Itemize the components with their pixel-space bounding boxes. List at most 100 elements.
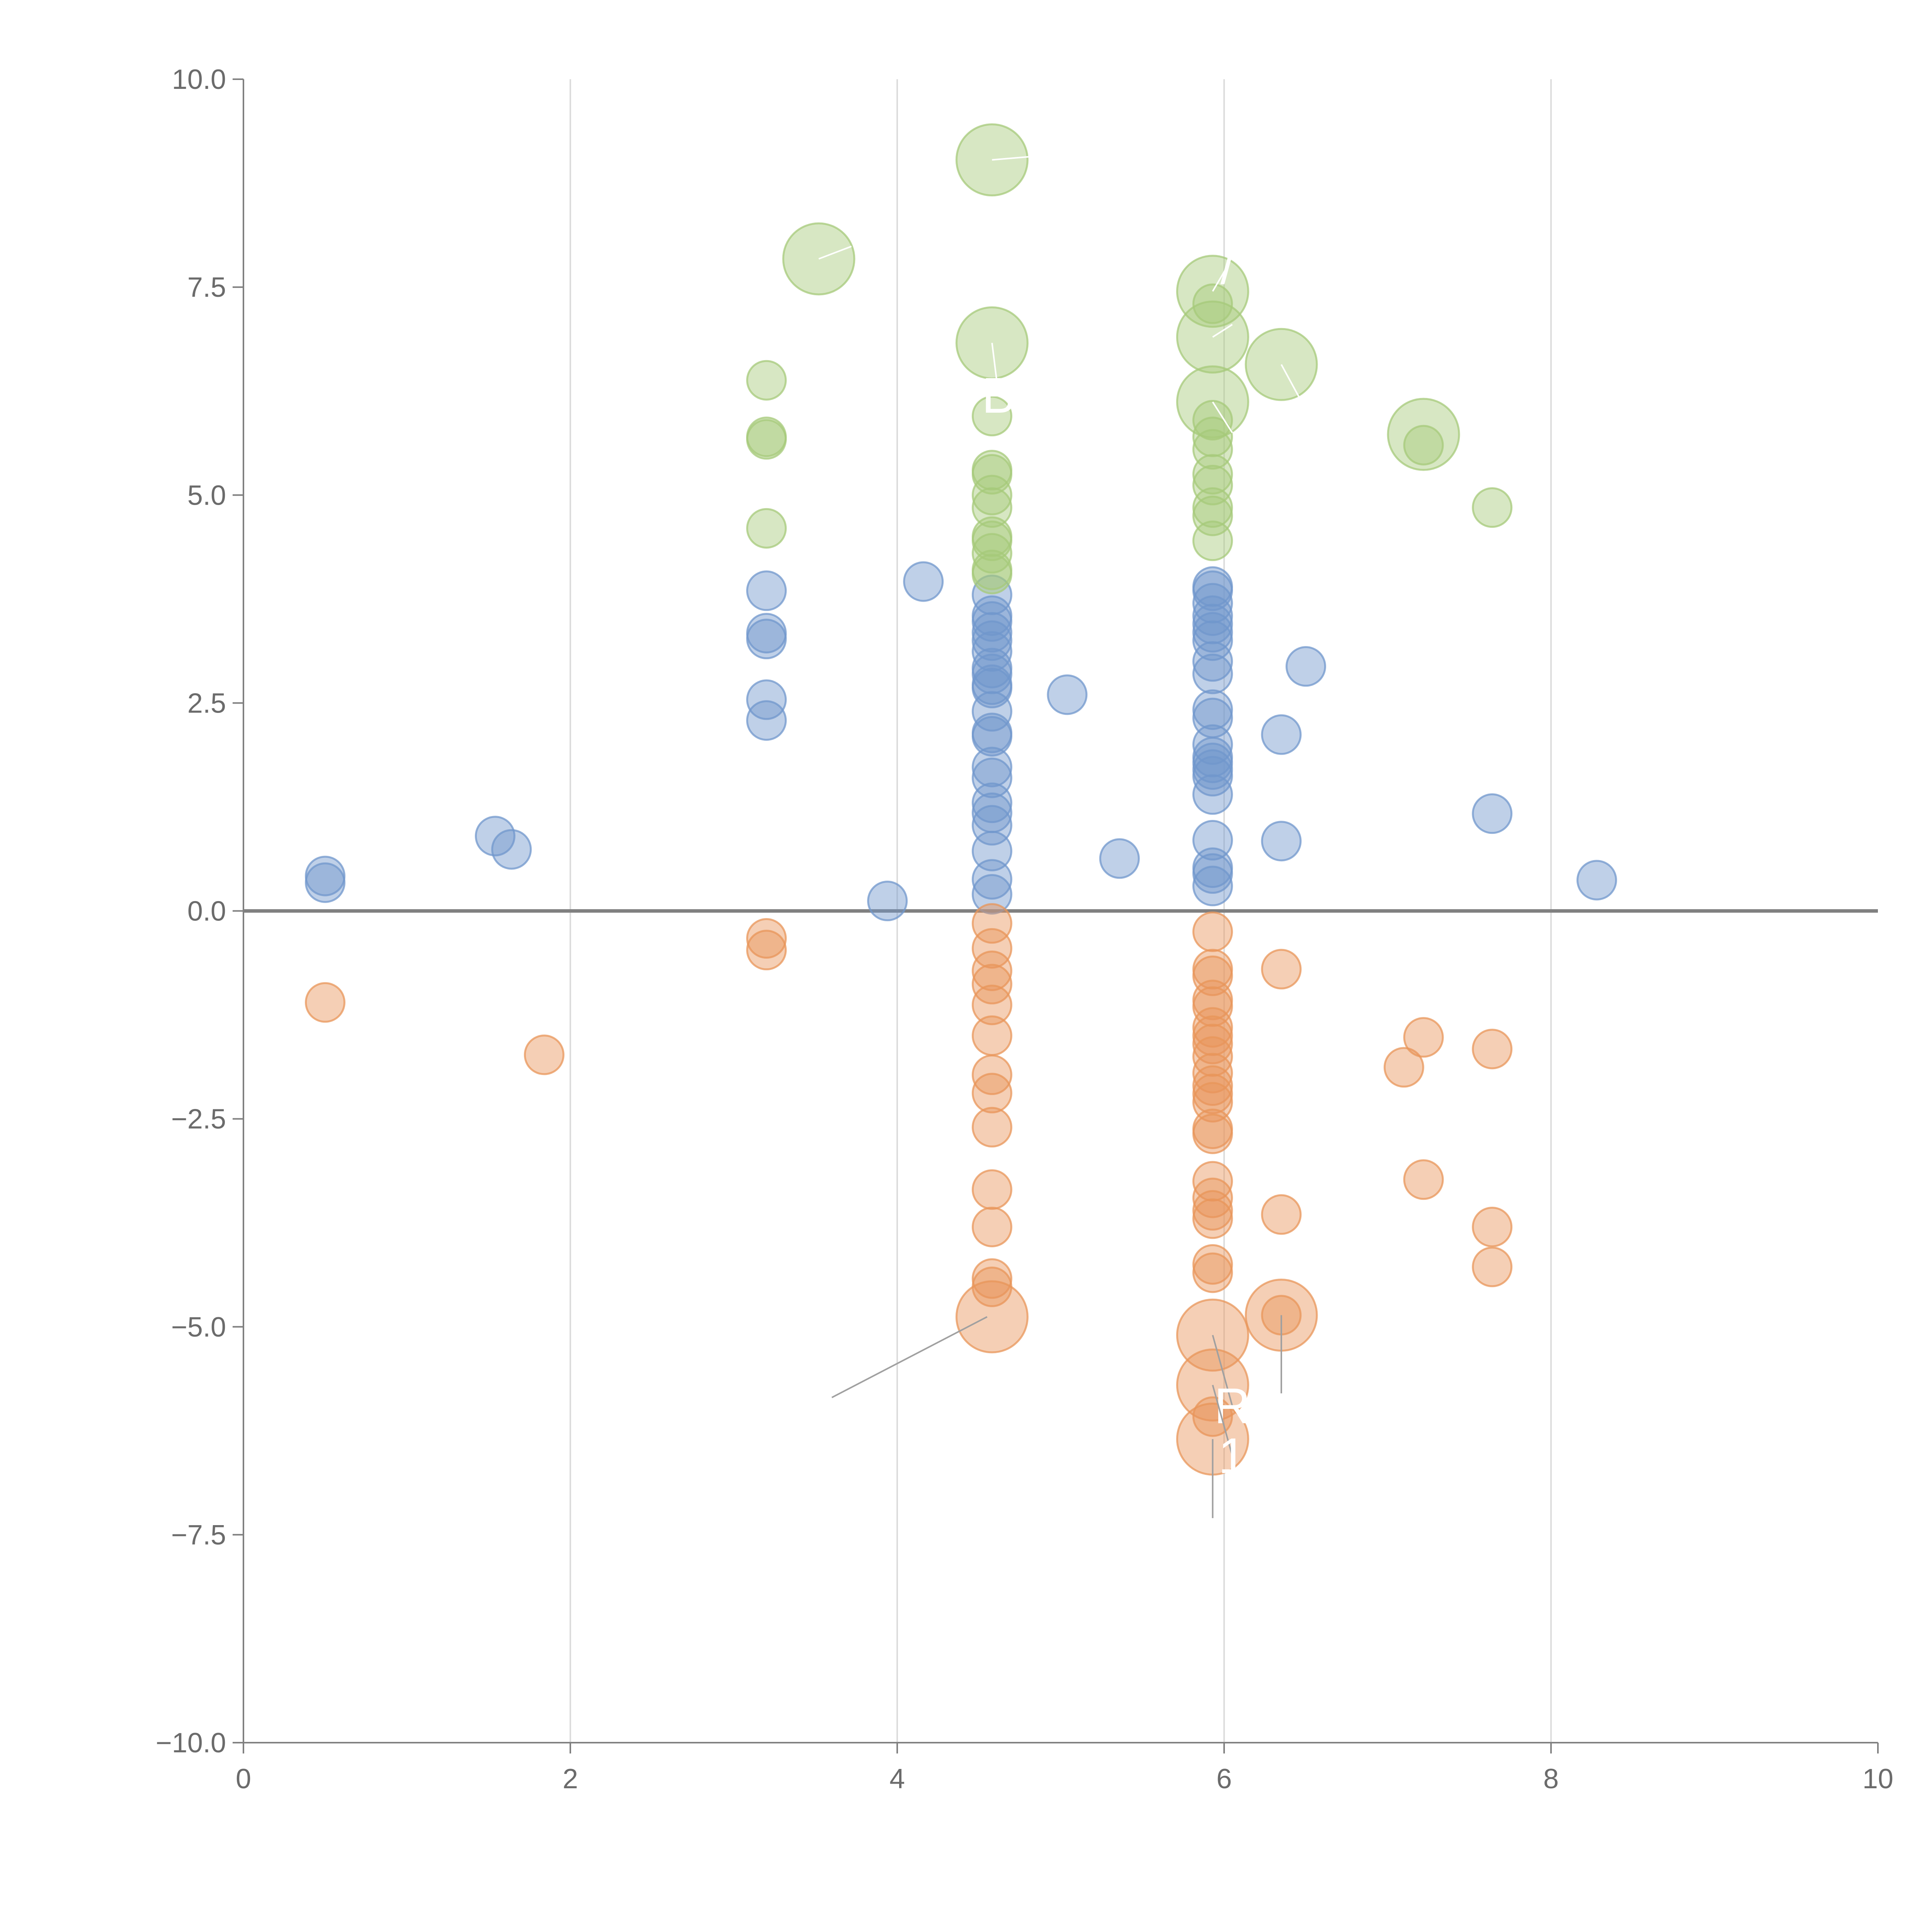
data-point-orange bbox=[971, 928, 1012, 969]
data-point-green bbox=[1192, 520, 1233, 561]
y-tick-label: 2.5 bbox=[187, 688, 226, 719]
data-point-green bbox=[1192, 464, 1233, 505]
data-point-orange bbox=[1472, 1029, 1513, 1070]
data-point-blue bbox=[1192, 689, 1233, 730]
annotation-leader-line bbox=[818, 245, 852, 260]
y-tick-label: −2.5 bbox=[171, 1104, 226, 1135]
x-tick-label: 6 bbox=[1216, 1764, 1232, 1794]
data-point-blue bbox=[903, 561, 944, 602]
data-point-blue bbox=[1472, 793, 1513, 834]
data-point-blue bbox=[867, 881, 908, 922]
data-point-blue bbox=[1192, 774, 1233, 815]
data-point-orange bbox=[1192, 986, 1233, 1027]
data-point-green bbox=[1403, 425, 1444, 466]
axes: 0 2 4 6 8 10 10.0 7.5 5.0 2.5 0.0 −2.5 −5.0 −7.5 −10.0 bbox=[156, 64, 1893, 1794]
data-point-green bbox=[746, 508, 787, 549]
data-point-orange bbox=[1192, 955, 1233, 996]
data-point-orange bbox=[524, 1034, 565, 1075]
data-point-green bbox=[1192, 454, 1233, 495]
data-point-blue bbox=[1047, 674, 1088, 715]
data-point-green bbox=[1192, 417, 1233, 457]
data-point-green bbox=[1192, 400, 1233, 441]
data-point-orange bbox=[1261, 949, 1302, 990]
data-point-orange bbox=[746, 930, 787, 971]
data-point-orange bbox=[1472, 1206, 1513, 1247]
y-tick-label: −10.0 bbox=[156, 1728, 226, 1759]
data-point-green bbox=[746, 419, 787, 460]
data-point-orange bbox=[971, 1169, 1012, 1210]
y-tick-label: 10.0 bbox=[172, 64, 226, 95]
data-point-orange bbox=[971, 950, 1012, 991]
data-point-blue bbox=[971, 631, 1012, 672]
annotation-leader-line bbox=[831, 1316, 988, 1398]
data-point-blue bbox=[1261, 821, 1302, 862]
data-point-orange bbox=[1403, 1017, 1444, 1058]
data-point-blue bbox=[491, 829, 532, 870]
data-point-blue bbox=[746, 570, 787, 611]
data-point-blue bbox=[1192, 653, 1233, 694]
annotation-leader-line bbox=[1212, 266, 1228, 292]
data-point-orange bbox=[971, 1107, 1012, 1148]
y-tick-label: −7.5 bbox=[171, 1520, 226, 1551]
data-point-green bbox=[971, 396, 1012, 437]
data-point-orange bbox=[1403, 1159, 1444, 1200]
annotation-label: B bbox=[982, 367, 1015, 423]
data-point-orange bbox=[971, 964, 1012, 1005]
annotation-label: 1 bbox=[1218, 1427, 1246, 1484]
x-tick-label: 0 bbox=[236, 1764, 251, 1794]
data-point-blue bbox=[971, 716, 1012, 757]
data-point-blue bbox=[1192, 866, 1233, 906]
annotation-leader-line bbox=[992, 155, 1041, 161]
data-point-blue bbox=[1099, 838, 1140, 879]
data-point-orange bbox=[1192, 1053, 1233, 1094]
data-point-green bbox=[971, 533, 1012, 574]
y-tick-label: 5.0 bbox=[187, 480, 226, 511]
data-point-blue bbox=[971, 747, 1012, 787]
data-point-orange bbox=[971, 985, 1012, 1026]
data-point-blue bbox=[1192, 724, 1233, 765]
x-tick-label: 2 bbox=[563, 1764, 578, 1794]
data-point-blue bbox=[971, 653, 1012, 694]
data-point-orange bbox=[1192, 911, 1233, 952]
data-point-orange bbox=[1192, 1244, 1233, 1285]
data-point-orange bbox=[1192, 1015, 1233, 1056]
data-point-green bbox=[1192, 495, 1233, 536]
data-point-orange bbox=[1192, 1113, 1233, 1154]
data-point-green bbox=[971, 487, 1012, 528]
data-point-green bbox=[971, 520, 1012, 561]
data-point-blue bbox=[1576, 860, 1617, 901]
data-point-blue bbox=[1192, 583, 1233, 624]
data-point-orange bbox=[746, 918, 787, 959]
data-point-orange bbox=[1192, 1252, 1233, 1293]
data-point-blue bbox=[746, 700, 787, 741]
data-point-green bbox=[971, 554, 1012, 595]
data-point-orange bbox=[1192, 1177, 1233, 1218]
data-point-orange bbox=[971, 1073, 1012, 1114]
data-point-blue bbox=[1192, 756, 1233, 797]
data-point-orange bbox=[971, 1258, 1012, 1299]
annotation-label: R bbox=[1214, 1378, 1250, 1434]
x-tick-label: 8 bbox=[1543, 1764, 1559, 1794]
data-point-orange bbox=[1192, 1065, 1233, 1106]
data-point-blue bbox=[1286, 646, 1326, 687]
y-tick-label: −5.0 bbox=[171, 1312, 226, 1343]
data-point-blue bbox=[474, 816, 515, 857]
data-point-orange bbox=[971, 1015, 1012, 1056]
data-point-green bbox=[1192, 487, 1233, 528]
data-point-orange bbox=[1192, 1007, 1233, 1048]
data-point-blue bbox=[971, 757, 1012, 798]
annotation-leader-line bbox=[1212, 324, 1233, 338]
y-tick-label: 0.0 bbox=[187, 896, 226, 927]
annotation-leader-line bbox=[1212, 401, 1233, 433]
data-point-blue bbox=[1192, 620, 1233, 661]
data-point-orange bbox=[1472, 1247, 1513, 1287]
data-points bbox=[305, 123, 1617, 1476]
data-point-blue bbox=[971, 874, 1012, 915]
data-point-orange bbox=[1192, 1190, 1233, 1231]
data-point-orange bbox=[971, 1206, 1012, 1247]
annotation-leader-line bbox=[1212, 1384, 1233, 1456]
data-point-orange bbox=[1383, 1047, 1424, 1088]
x-tick-label: 10 bbox=[1862, 1764, 1893, 1794]
data-point-blue bbox=[746, 679, 787, 720]
